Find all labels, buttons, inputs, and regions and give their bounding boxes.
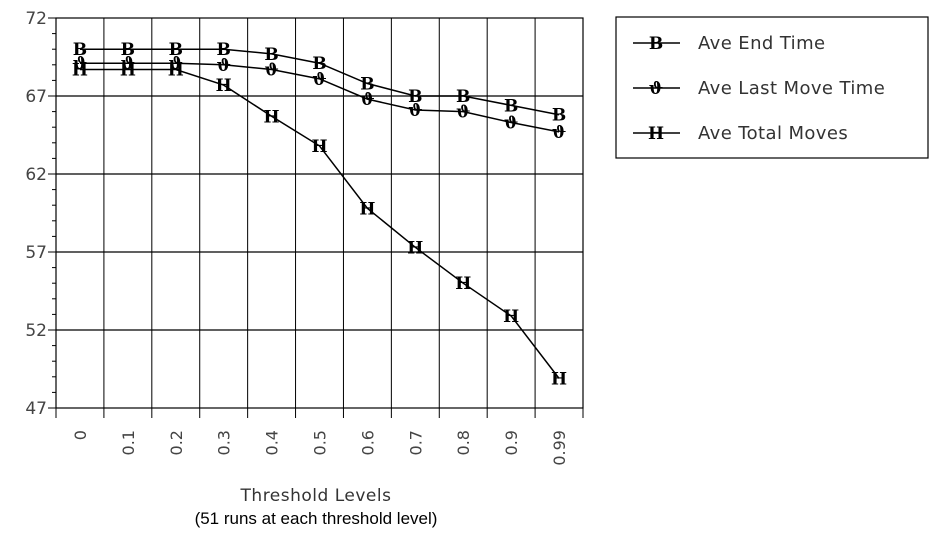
- data-point-marker: H: [311, 137, 327, 157]
- x-tick-label: 0.6: [358, 430, 377, 455]
- data-point-marker: ϑ: [552, 123, 566, 143]
- data-point-marker: ϑ: [360, 90, 374, 110]
- data-point-marker: H: [551, 369, 567, 389]
- data-point-marker: H: [407, 238, 423, 258]
- data-point-marker: B: [408, 87, 422, 107]
- legend-label: Ave End Time: [698, 33, 826, 54]
- data-point-marker: ϑ: [504, 114, 518, 134]
- y-tick-label: 47: [25, 399, 47, 419]
- data-point-marker: B: [216, 40, 230, 60]
- data-point-marker: ϑ: [456, 103, 470, 123]
- x-tick-label: 0.7: [406, 430, 425, 455]
- legend-label: Ave Last Move Time: [698, 78, 885, 99]
- legend-marker: B: [649, 34, 663, 54]
- x-tick-label: 0.9: [502, 430, 521, 455]
- data-point-marker: ϑ: [264, 60, 278, 80]
- data-point-marker: ϑ: [312, 70, 326, 90]
- y-tick-label: 52: [25, 321, 47, 341]
- data-point-marker: H: [72, 60, 88, 80]
- x-axis-subtitle: (51 runs at each threshold level): [195, 509, 438, 528]
- axes: 47 52 57 62 67 72 0 0.1 0.2 0.3 0.4 0.5 0.6 0.7 0.8 0.9…: [25, 9, 584, 466]
- data-point-marker: H: [120, 60, 136, 80]
- legend-marker: H: [648, 124, 664, 144]
- x-tick-label: 0.8: [454, 430, 473, 455]
- data-point-marker: B: [121, 40, 135, 60]
- series-line: [79, 62, 560, 133]
- data-point-marker: B: [312, 54, 326, 74]
- x-tick-label: 0.4: [263, 430, 282, 455]
- data-point-marker: H: [359, 199, 375, 219]
- data-point-marker: H: [216, 76, 232, 96]
- y-tick-label: 57: [25, 243, 47, 263]
- x-axis-title: Threshold Levels: [240, 486, 392, 506]
- x-tick-label: 0.3: [215, 430, 234, 455]
- plot-frame: [55, 17, 584, 409]
- x-tick-label: 0.5: [311, 430, 330, 455]
- x-tick-label: 0: [71, 430, 90, 440]
- data-point-marker: B: [360, 75, 374, 95]
- data-point-marker: H: [168, 60, 184, 80]
- x-tick-label: 0.1: [119, 430, 138, 455]
- legend: B Ave End Time ϑ Ave Last Move Time H Ave Tot…: [615, 16, 929, 159]
- data-point-marker: H: [503, 307, 519, 327]
- data-point-marker: H: [455, 274, 471, 294]
- x-tick-label: 0.2: [167, 430, 186, 455]
- series-3: H H H H H H H H H H H: [72, 60, 567, 389]
- data-point-marker: ϑ: [216, 56, 230, 76]
- data-point-marker: B: [456, 87, 470, 107]
- series-line: [79, 68, 560, 379]
- legend-marker: ϑ: [649, 79, 663, 99]
- data-point-marker: H: [264, 107, 280, 127]
- series-1: B B B B B B B B B B B: [73, 40, 566, 126]
- y-tick-label: 72: [25, 9, 47, 29]
- data-point-marker: B: [73, 40, 87, 60]
- data-point-marker: B: [504, 96, 518, 116]
- y-tick-label: 62: [25, 165, 47, 185]
- series-line: [79, 48, 560, 116]
- data-point-marker: B: [169, 40, 183, 60]
- y-tick-label: 67: [25, 87, 47, 107]
- data-point-marker: B: [552, 106, 566, 126]
- data-point-marker: B: [264, 45, 278, 65]
- legend-label: Ave Total Moves: [698, 123, 848, 144]
- x-tick-label: 0.99: [550, 430, 569, 466]
- grid: [55, 17, 584, 409]
- data-point-marker: ϑ: [408, 101, 422, 121]
